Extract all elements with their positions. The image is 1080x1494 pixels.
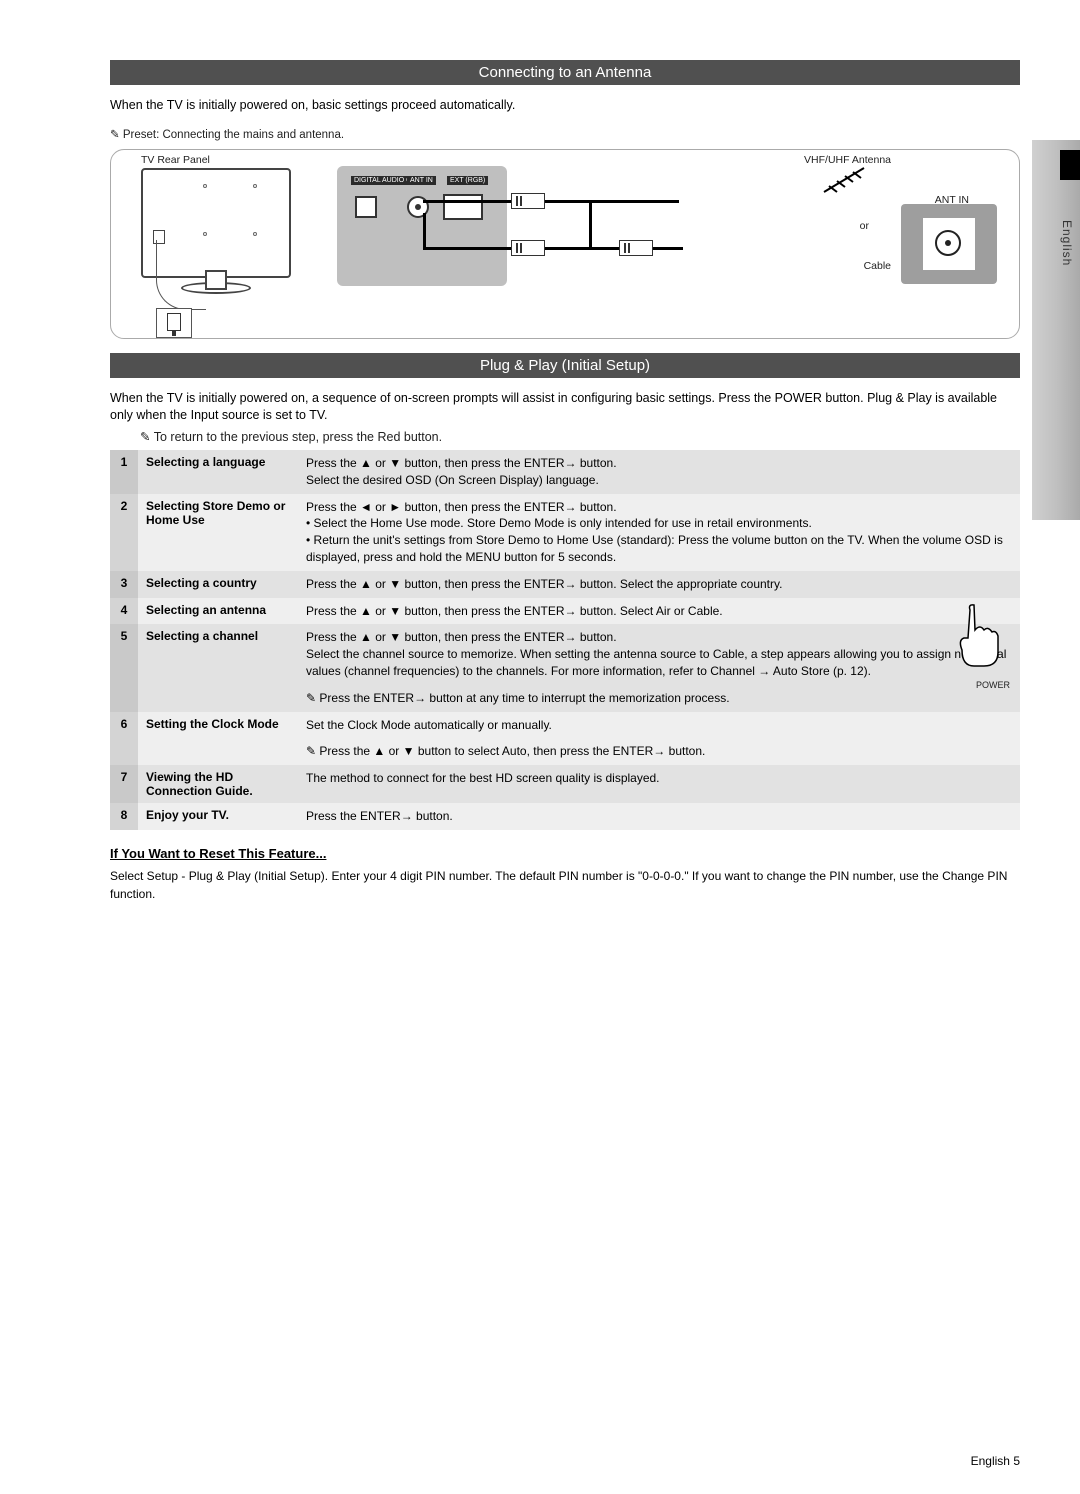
power-hand-label: POWER bbox=[976, 680, 1010, 690]
step-desc: Press the ▲ or ▼ button, then press the … bbox=[298, 571, 1020, 598]
step-desc: Press the ▲ or ▼ button, then press the … bbox=[298, 450, 1020, 494]
step-desc: Press the ▲ or ▼ button, then press the … bbox=[298, 598, 1020, 625]
reset-body: Select Setup - Plug & Play (Initial Setu… bbox=[110, 867, 1020, 903]
step-number: 3 bbox=[110, 571, 138, 598]
step-number: 4 bbox=[110, 598, 138, 625]
step-name bbox=[138, 738, 298, 765]
step-desc: The method to connect for the best HD sc… bbox=[298, 765, 1020, 803]
table-row: 3Selecting a countryPress the ▲ or ▼ but… bbox=[110, 571, 1020, 598]
table-row: ✎ Press the ENTER→ button at any time to… bbox=[110, 685, 1020, 712]
hand-press-icon bbox=[950, 600, 1010, 670]
wall-jack-icon bbox=[901, 204, 997, 284]
step-desc: ✎ Press the ▲ or ▼ button to select Auto… bbox=[298, 738, 1020, 765]
setup-steps-table: 1Selecting a languagePress the ▲ or ▼ bu… bbox=[110, 450, 1020, 830]
or-caption: or bbox=[860, 220, 869, 232]
ports-panel-icon: DIGITAL AUDIO OUT ANT IN EXT (RGB) bbox=[337, 166, 507, 286]
table-row: 7Viewing the HD Connection Guide.The met… bbox=[110, 765, 1020, 803]
step-name: Setting the Clock Mode bbox=[138, 712, 298, 739]
step-name: Selecting a language bbox=[138, 450, 298, 494]
step-name: Selecting a country bbox=[138, 571, 298, 598]
step-number: 5 bbox=[110, 624, 138, 684]
step-name bbox=[138, 685, 298, 712]
step-number bbox=[110, 685, 138, 712]
table-row: 5Selecting a channelPress the ▲ or ▼ but… bbox=[110, 624, 1020, 684]
step-number: 1 bbox=[110, 450, 138, 494]
ant-in-caption: ANT IN bbox=[935, 194, 969, 206]
ant-in-label: ANT IN bbox=[407, 176, 436, 185]
step-desc: Press the ◄ or ► button, then press the … bbox=[298, 494, 1020, 571]
table-row: 8Enjoy your TV.Press the ENTER→ button. bbox=[110, 803, 1020, 830]
step-number: 7 bbox=[110, 765, 138, 803]
table-row: 2Selecting Store Demo or Home UsePress t… bbox=[110, 494, 1020, 571]
antenna-intro: When the TV is initially powered on, bas… bbox=[110, 97, 1020, 115]
table-row: ✎ Press the ▲ or ▼ button to select Auto… bbox=[110, 738, 1020, 765]
step-name: Viewing the HD Connection Guide. bbox=[138, 765, 298, 803]
step-desc: ✎ Press the ENTER→ button at any time to… bbox=[298, 685, 1020, 712]
page-number: English 5 bbox=[971, 1454, 1020, 1468]
ext-rgb-label: EXT (RGB) bbox=[447, 176, 488, 185]
coax-connector-icon bbox=[619, 240, 653, 256]
antenna-note: Preset: Connecting the mains and antenna… bbox=[123, 129, 344, 141]
pnp-back-note: To return to the previous step, press th… bbox=[154, 430, 442, 444]
coax-connector-icon bbox=[511, 193, 545, 209]
tv-rear-caption: TV Rear Panel bbox=[141, 154, 210, 166]
step-name: Selecting an antenna bbox=[138, 598, 298, 625]
step-number: 8 bbox=[110, 803, 138, 830]
section-title-antenna: Connecting to an Antenna bbox=[110, 60, 1020, 85]
table-row: 1Selecting a languagePress the ▲ or ▼ bu… bbox=[110, 450, 1020, 494]
table-row: 4Selecting an antennaPress the ▲ or ▼ bu… bbox=[110, 598, 1020, 625]
step-name: Selecting Store Demo or Home Use bbox=[138, 494, 298, 571]
vhf-uhf-caption: VHF/UHF Antenna bbox=[804, 154, 891, 166]
step-desc: Press the ENTER→ button. bbox=[298, 803, 1020, 830]
step-number bbox=[110, 738, 138, 765]
table-row: 6Setting the Clock ModeSet the Clock Mod… bbox=[110, 712, 1020, 739]
step-number: 6 bbox=[110, 712, 138, 739]
step-number: 2 bbox=[110, 494, 138, 571]
power-inlet-icon bbox=[156, 308, 192, 338]
coax-connector-icon bbox=[511, 240, 545, 256]
cable-caption: Cable bbox=[864, 260, 891, 272]
antenna-icon bbox=[819, 164, 869, 194]
step-name: Enjoy your TV. bbox=[138, 803, 298, 830]
connection-diagram: TV Rear Panel DIGITAL AUDIO OUT ANT IN E… bbox=[110, 149, 1020, 339]
reset-heading: If You Want to Reset This Feature... bbox=[110, 846, 1020, 861]
section-title-pnp: Plug & Play (Initial Setup) bbox=[110, 353, 1020, 378]
step-desc: Press the ▲ or ▼ button, then press the … bbox=[298, 624, 1020, 684]
pnp-intro: When the TV is initially powered on, a s… bbox=[110, 390, 1020, 425]
step-name: Selecting a channel bbox=[138, 624, 298, 684]
step-desc: Set the Clock Mode automatically or manu… bbox=[298, 712, 1020, 739]
